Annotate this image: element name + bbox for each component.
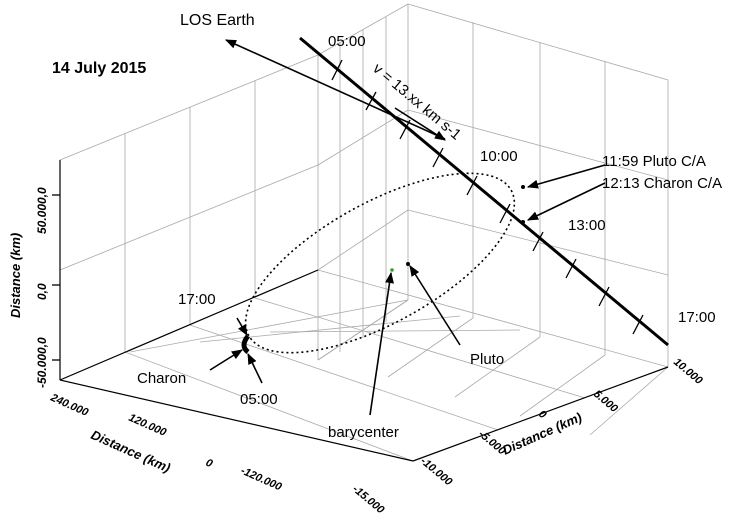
charon-arc: [241, 334, 251, 354]
back-wall-grid: [317, 3, 409, 361]
y-tick-neg10000: -10.000: [418, 455, 455, 489]
z-axis-ticks: [52, 194, 60, 361]
annotation-arrows: [209, 164, 606, 416]
y-tick-neg15000: -15.000: [350, 483, 387, 517]
los-earth-arrow: [224, 39, 446, 140]
velocity-label: v = 13.xx km s-1: [369, 60, 464, 143]
charon-ca-marker: [521, 220, 525, 224]
date-label: 14 July 2015: [52, 60, 146, 77]
z-tick-50000: 50.000,0: [35, 187, 49, 234]
y-tick-5000: 5.000: [591, 388, 620, 415]
floor-grid: [124, 269, 669, 462]
pluto-marker: [406, 262, 410, 266]
right-wall-grid: [407, 3, 669, 367]
y-tick-0: 0: [536, 408, 549, 422]
time-0500-bottom: 05:00: [240, 391, 278, 408]
charon-orbit: [244, 172, 516, 354]
barycenter-marker: [390, 268, 394, 272]
z-tick-0: 0,0: [35, 283, 49, 300]
x-tick-240000: 240.000: [48, 391, 91, 419]
velocity-arrow: [394, 107, 446, 141]
time-1300: 13:00: [568, 217, 606, 234]
pluto-label: Pluto: [470, 351, 504, 368]
charon-label: Charon: [137, 370, 186, 387]
x-tick-120000: 120.000: [127, 412, 169, 439]
time-1700-right: 17:00: [678, 309, 716, 326]
los-earth-label: LOS Earth: [180, 12, 255, 29]
axes-frame: [59, 160, 669, 462]
left-wall-grid: [59, 54, 319, 381]
time-1700-left: 17:00: [178, 291, 216, 308]
time-0500-top: 05:00: [328, 33, 366, 50]
pluto-ca-marker: [521, 185, 525, 189]
barycenter-label: barycenter: [328, 424, 399, 441]
spacecraft-trajectory: [299, 36, 669, 347]
x-tick-0: 0: [204, 457, 215, 471]
z-axis-title: Distance (km): [8, 233, 23, 318]
y-tick-10000: 10.000: [671, 356, 705, 387]
z-tick-neg50000: -50.000,0: [35, 337, 49, 388]
time-1000: 10:00: [480, 148, 518, 165]
pluto-ca-label: 11:59 Pluto C/A: [602, 153, 706, 170]
charon-ca-label: 12:13 Charon C/A: [602, 175, 722, 192]
x-tick-neg120000: -120.000: [239, 465, 284, 494]
